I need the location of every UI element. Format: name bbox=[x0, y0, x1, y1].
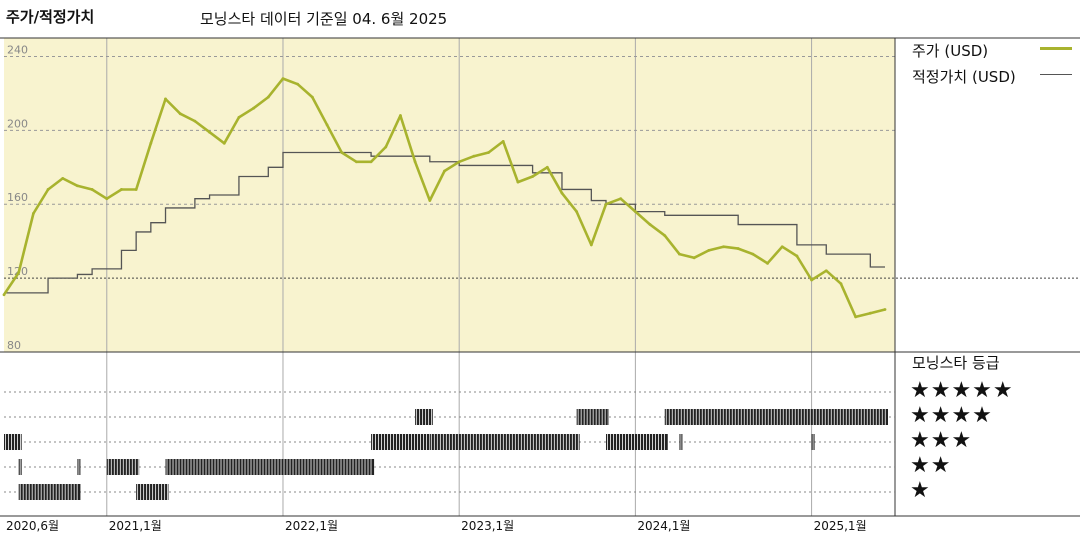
plot-area-background bbox=[4, 38, 895, 352]
price-point bbox=[722, 245, 725, 249]
price-point bbox=[575, 210, 579, 214]
price-point bbox=[839, 282, 843, 286]
price-point bbox=[854, 315, 858, 319]
price-point bbox=[120, 188, 123, 191]
price-point bbox=[487, 151, 490, 154]
price-point bbox=[692, 256, 696, 260]
price-point bbox=[296, 82, 300, 86]
price-point bbox=[648, 223, 652, 226]
price-point bbox=[824, 269, 828, 273]
y-tick-label: 240 bbox=[7, 43, 28, 56]
price-point bbox=[222, 141, 226, 145]
rating-bar bbox=[415, 409, 433, 425]
rating-bar bbox=[4, 434, 22, 450]
rating-1-star: ★ bbox=[910, 478, 931, 503]
y-tick-label: 200 bbox=[7, 117, 28, 130]
price-point bbox=[90, 188, 94, 191]
x-tick-label: 2025,1월 bbox=[814, 519, 867, 533]
price-point bbox=[46, 188, 50, 191]
price-point bbox=[531, 175, 534, 178]
price-point bbox=[178, 112, 182, 116]
y-tick-label: 120 bbox=[7, 265, 28, 278]
price-point bbox=[61, 176, 65, 180]
price-point bbox=[633, 210, 637, 214]
price-point bbox=[369, 160, 373, 164]
price-point bbox=[340, 151, 344, 154]
price-point bbox=[325, 123, 329, 127]
price-point bbox=[428, 199, 432, 202]
price-point bbox=[883, 308, 887, 311]
price-point bbox=[619, 197, 623, 201]
price-point bbox=[678, 252, 681, 256]
rating-bar bbox=[664, 409, 888, 425]
chart-title: 주가/적정가치 bbox=[6, 8, 95, 26]
price-point bbox=[780, 245, 784, 249]
price-point bbox=[413, 160, 417, 164]
y-tick-label: 160 bbox=[7, 191, 28, 204]
rating-3-stars: ★★★ bbox=[910, 428, 973, 453]
rating-2-stars: ★★ bbox=[910, 453, 952, 478]
price-point bbox=[252, 106, 256, 110]
price-point bbox=[384, 145, 388, 149]
rating-5-stars: ★★★★★ bbox=[910, 378, 1014, 403]
price-point bbox=[663, 234, 667, 238]
x-tick-label: 2024,1월 bbox=[637, 519, 690, 533]
legend-price-swatch bbox=[1040, 47, 1072, 50]
price-point bbox=[736, 247, 740, 250]
price-point bbox=[237, 116, 241, 119]
price-point bbox=[17, 271, 21, 274]
price-point bbox=[76, 184, 79, 188]
price-point bbox=[208, 130, 211, 134]
price-point bbox=[604, 202, 608, 206]
price-point bbox=[560, 191, 564, 195]
price-point bbox=[134, 188, 138, 191]
price-point bbox=[751, 252, 755, 256]
legend-price-label: 주가 (USD) bbox=[912, 42, 989, 60]
price-point bbox=[795, 254, 799, 258]
price-point bbox=[707, 249, 711, 252]
x-tick-label: 2023,1월 bbox=[461, 519, 514, 533]
price-point bbox=[149, 141, 153, 145]
x-tick-label: 2020,6월 bbox=[6, 519, 59, 533]
price-point bbox=[164, 97, 167, 101]
price-point bbox=[105, 197, 109, 201]
price-point bbox=[868, 311, 872, 315]
legend-fairvalue-swatch bbox=[1040, 74, 1072, 75]
price-point bbox=[457, 160, 461, 164]
price-point bbox=[766, 261, 769, 265]
y-tick-label: 80 bbox=[7, 339, 21, 352]
price-point bbox=[810, 278, 813, 282]
price-point bbox=[545, 165, 549, 169]
x-tick-label: 2022,1월 bbox=[285, 519, 338, 533]
price-point bbox=[589, 243, 593, 247]
rating-4-stars: ★★★★ bbox=[910, 403, 993, 428]
price-point bbox=[193, 119, 197, 123]
fair-value-line bbox=[4, 151, 885, 294]
price-point bbox=[310, 95, 314, 99]
data-date-subtitle: 모닝스타 데이터 기준일 04. 6월 2025 bbox=[200, 10, 448, 28]
price-point bbox=[266, 95, 270, 99]
rating-title: 모닝스타 등급 bbox=[912, 354, 1000, 372]
x-tick-label: 2021,1월 bbox=[109, 519, 162, 533]
price-point bbox=[472, 154, 476, 158]
price-point bbox=[399, 114, 402, 117]
legend-fairvalue-label: 적정가치 (USD) bbox=[912, 68, 1016, 86]
price-point bbox=[516, 180, 520, 184]
price-point bbox=[2, 293, 6, 297]
price-point bbox=[31, 212, 35, 215]
price-point bbox=[443, 169, 446, 173]
price-point bbox=[501, 140, 505, 143]
price-point bbox=[281, 77, 285, 81]
price-point bbox=[355, 160, 358, 164]
